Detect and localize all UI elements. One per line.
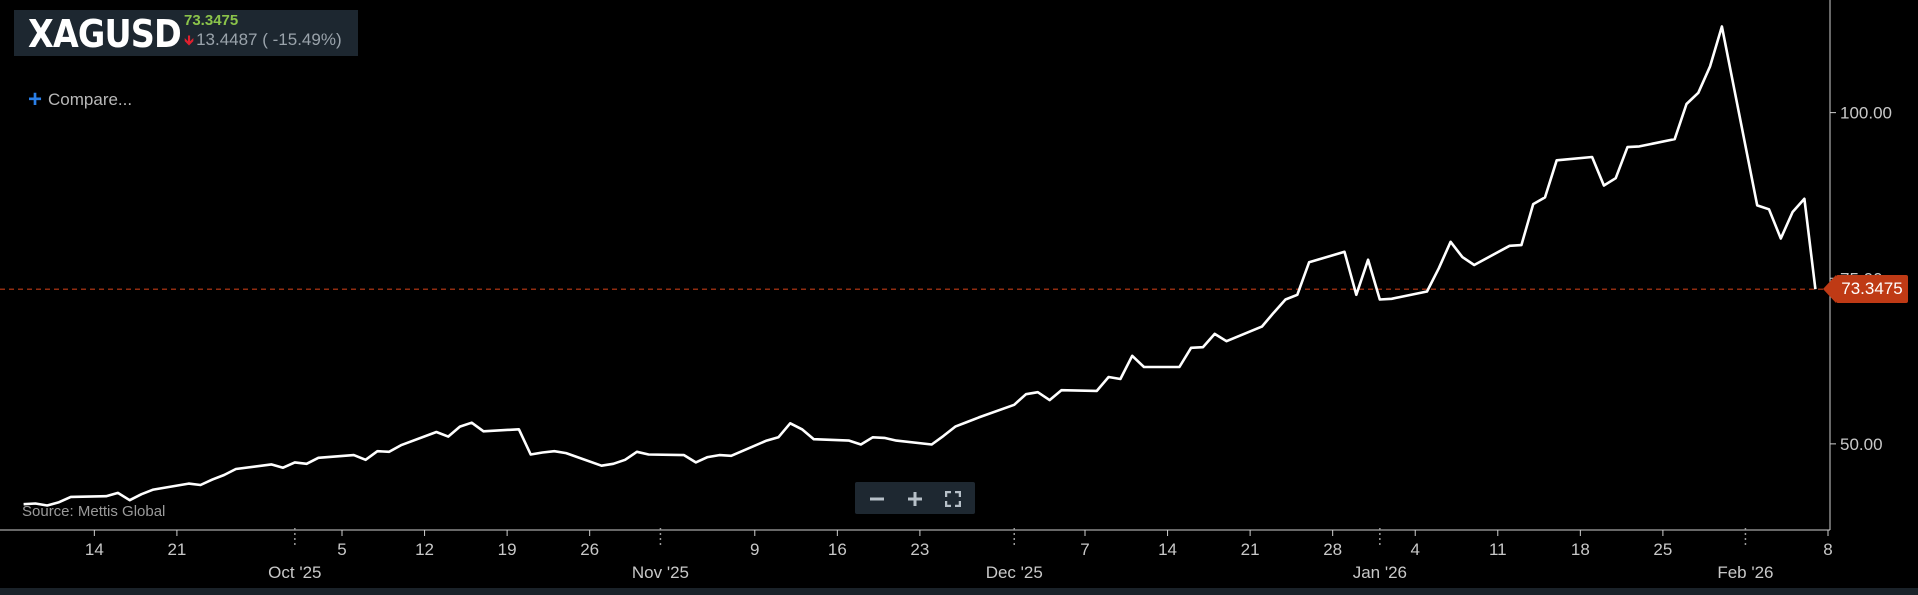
fullscreen-icon [944,490,962,508]
compare-label: Compare... [48,90,133,109]
x-tick-label: 8 [1823,540,1832,559]
symbol-label: XAGUSD [28,12,182,56]
x-tick-label: 14 [1158,540,1177,559]
symbol-header: XAGUSD 73.3475 🡻 13.4487 ( -15.49%) [14,10,358,56]
minus-icon [870,497,884,501]
price-change-text: 13.4487 ( -15.49%) [196,30,342,49]
price-series-line [23,25,1817,507]
last-price-tag: 73.3475 [1823,275,1908,304]
plus-icon [908,492,922,506]
axis-labels: 50.0075.00100.00142151219269162371421284… [85,104,1892,582]
x-tick-label: 18 [1571,540,1590,559]
x-tick-label: 14 [85,540,104,559]
x-tick-label: 16 [828,540,847,559]
fullscreen-button[interactable] [935,482,971,514]
bottom-scroll-strip [0,588,1918,595]
x-tick-label: 19 [498,540,517,559]
x-tick-label: 12 [415,540,434,559]
x-tick-label: 21 [167,540,186,559]
month-label: Nov '25 [632,563,689,582]
y-tick-label: 50.00 [1840,435,1883,454]
down-arrow-icon: 🡻 [184,32,195,48]
compare-button[interactable]: + Compare... [28,86,132,114]
y-tick-label: 100.00 [1840,104,1892,123]
chart-axes [0,0,1836,548]
price-change: 🡻 13.4487 ( -15.49%) [184,30,342,54]
zoom-controls [855,482,975,514]
source-label: Source: Mettis Global [22,503,166,520]
x-tick-label: 4 [1410,540,1419,559]
month-label: Jan '26 [1353,563,1407,582]
chart-plot-area[interactable] [23,25,1817,507]
x-tick-label: 5 [337,540,346,559]
zoom-in-button[interactable] [897,482,933,514]
month-label: Dec '25 [986,563,1043,582]
month-label: Feb '26 [1717,563,1773,582]
x-tick-label: 26 [580,540,599,559]
x-tick-label: 25 [1653,540,1672,559]
x-tick-label: 21 [1241,540,1260,559]
month-label: Oct '25 [268,563,321,582]
zoom-out-button[interactable] [859,482,895,514]
x-tick-label: 28 [1323,540,1342,559]
x-tick-label: 9 [750,540,759,559]
last-price: 73.3475 [184,12,239,29]
x-tick-label: 11 [1489,540,1507,559]
x-tick-label: 7 [1080,540,1089,559]
plus-icon: + [28,86,43,113]
x-tick-label: 23 [910,540,929,559]
